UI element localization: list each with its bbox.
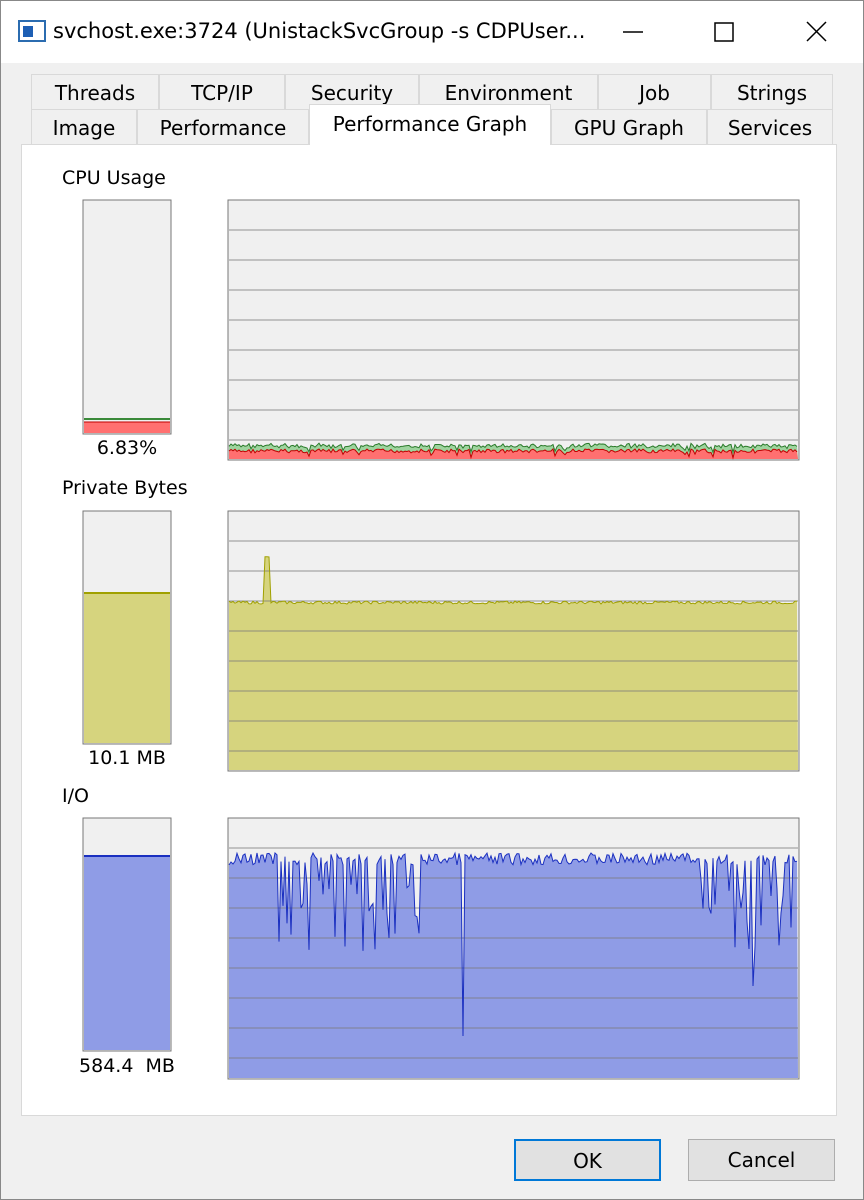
tab[interactable]: TCP/IP — [159, 74, 285, 109]
meter-bg — [82, 199, 172, 435]
tab[interactable]: Strings — [711, 74, 833, 109]
section-label: CPU Usage — [62, 167, 166, 189]
close[interactable] — [806, 21, 827, 42]
tab[interactable]: Threads — [31, 74, 159, 109]
graph-line — [228, 851, 798, 1037]
meter-fill — [84, 422, 170, 433]
title-icons — [18, 20, 827, 42]
graph-line — [228, 448, 798, 460]
graph-area — [229, 556, 798, 770]
meter-value: 584.4 MB — [79, 1055, 175, 1077]
maximize[interactable] — [714, 22, 734, 42]
graph-area — [229, 449, 798, 459]
meter-value: 10.1 MB — [88, 747, 166, 769]
graph-line — [228, 556, 798, 605]
tab[interactable]: Image — [31, 109, 137, 144]
tab[interactable]: Performance Graph — [309, 104, 551, 145]
section-label: I/O — [62, 785, 89, 807]
graph-bg — [227, 199, 800, 461]
app-icon — [23, 26, 33, 37]
meter-value: 6.83% — [96, 437, 158, 459]
tab[interactable]: Environment — [419, 74, 598, 109]
tab[interactable]: GPU Graph — [551, 109, 707, 144]
tab[interactable]: Performance — [137, 109, 309, 144]
meter-fill — [84, 593, 170, 743]
tab[interactable]: Job — [598, 74, 711, 109]
title-bar: svchost.exe:3724 (UnistackSvcGroup -s CD… — [1, 1, 863, 63]
section-label: Private Bytes — [62, 477, 188, 499]
graph-area — [229, 853, 798, 1078]
cancel-button[interactable]: Cancel — [688, 1139, 835, 1181]
tab[interactable]: Services — [707, 109, 833, 144]
meter-fill — [84, 856, 170, 1050]
tab[interactable]: Security — [285, 74, 419, 109]
window-title: svchost.exe:3724 (UnistackSvcGroup -s CD… — [53, 19, 586, 43]
ok-button[interactable]: OK — [514, 1139, 661, 1181]
graph-line — [228, 442, 798, 455]
